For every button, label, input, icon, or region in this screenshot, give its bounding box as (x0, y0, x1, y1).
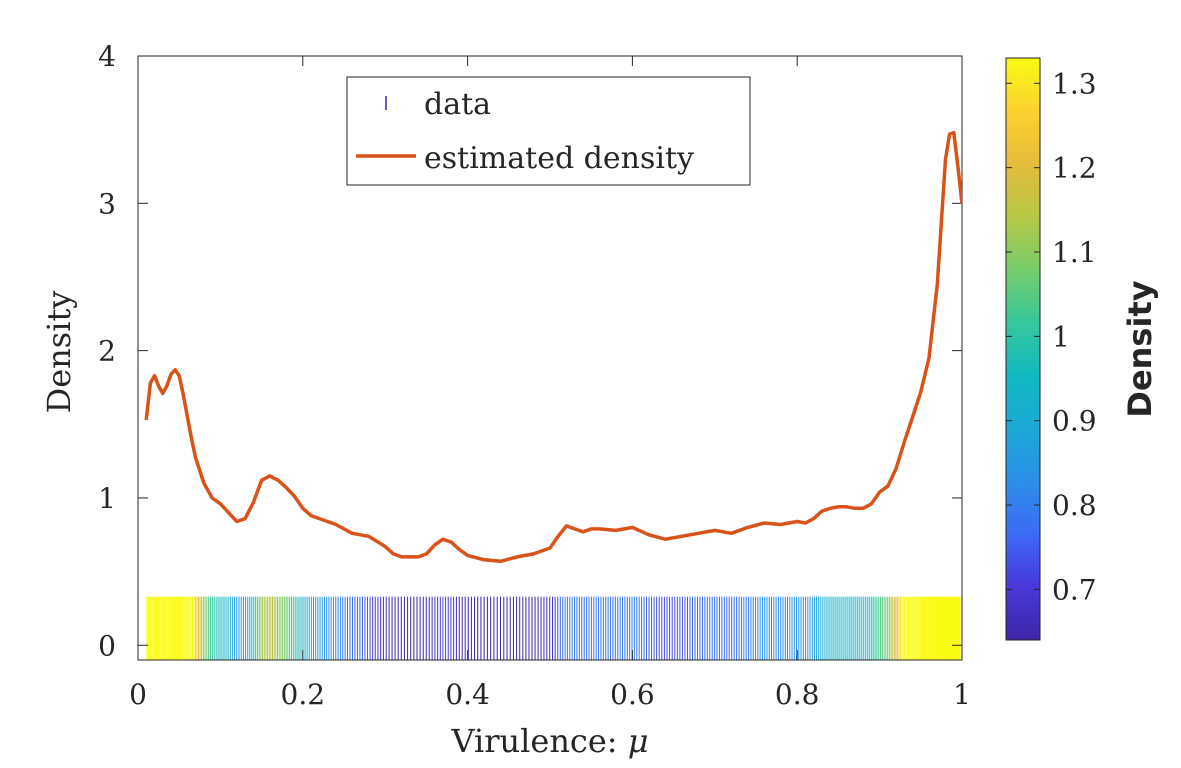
x-axis-label: Virulence: μ (450, 722, 648, 760)
y-tick-label: 3 (98, 187, 116, 220)
legend-box (346, 76, 751, 186)
plot-frame (137, 55, 963, 661)
y-tick-label: 0 (98, 629, 116, 662)
x-tick-label: 0.2 (281, 678, 326, 711)
legend-data-label: data (424, 87, 491, 122)
x-tick-label: 0.8 (775, 678, 820, 711)
colorbar-tick-label: 1.1 (1052, 236, 1097, 269)
x-tick-label: 0.4 (445, 678, 490, 711)
colorbar-tick-label: 1.3 (1052, 67, 1097, 100)
y-tick-label: 1 (98, 482, 116, 515)
colorbar-gradient (1005, 57, 1041, 641)
y-tick-label: 4 (98, 40, 116, 73)
legend-density-label: estimated density (424, 141, 694, 176)
colorbar-tick-label: 1 (1052, 320, 1070, 353)
data-rug (146, 596, 961, 660)
x-tick-label: 0.6 (610, 678, 655, 711)
x-tick-label: 0 (129, 678, 147, 711)
axis-ticks: 0 0.2 0.4 0.6 0.8 1 0 1 2 3 4 (98, 40, 971, 711)
colorbar: 0.7 0.8 0.9 1 1.1 1.2 1.3 Density (1005, 57, 1159, 641)
colorbar-tick-label: 1.2 (1052, 152, 1097, 185)
colorbar-tick-label: 0.9 (1052, 405, 1097, 438)
colorbar-label: Density (1121, 280, 1159, 417)
colorbar-ticks: 0.7 0.8 0.9 1 1.1 1.2 1.3 (1006, 67, 1097, 606)
x-tick-label: 1 (953, 678, 971, 711)
legend: data estimated density (346, 76, 751, 186)
colorbar-tick-label: 0.8 (1052, 489, 1097, 522)
y-axis-label: Density (40, 291, 78, 414)
y-tick-label: 2 (98, 335, 116, 368)
density-line (144, 130, 962, 564)
colorbar-tick-label: 0.7 (1052, 573, 1097, 606)
